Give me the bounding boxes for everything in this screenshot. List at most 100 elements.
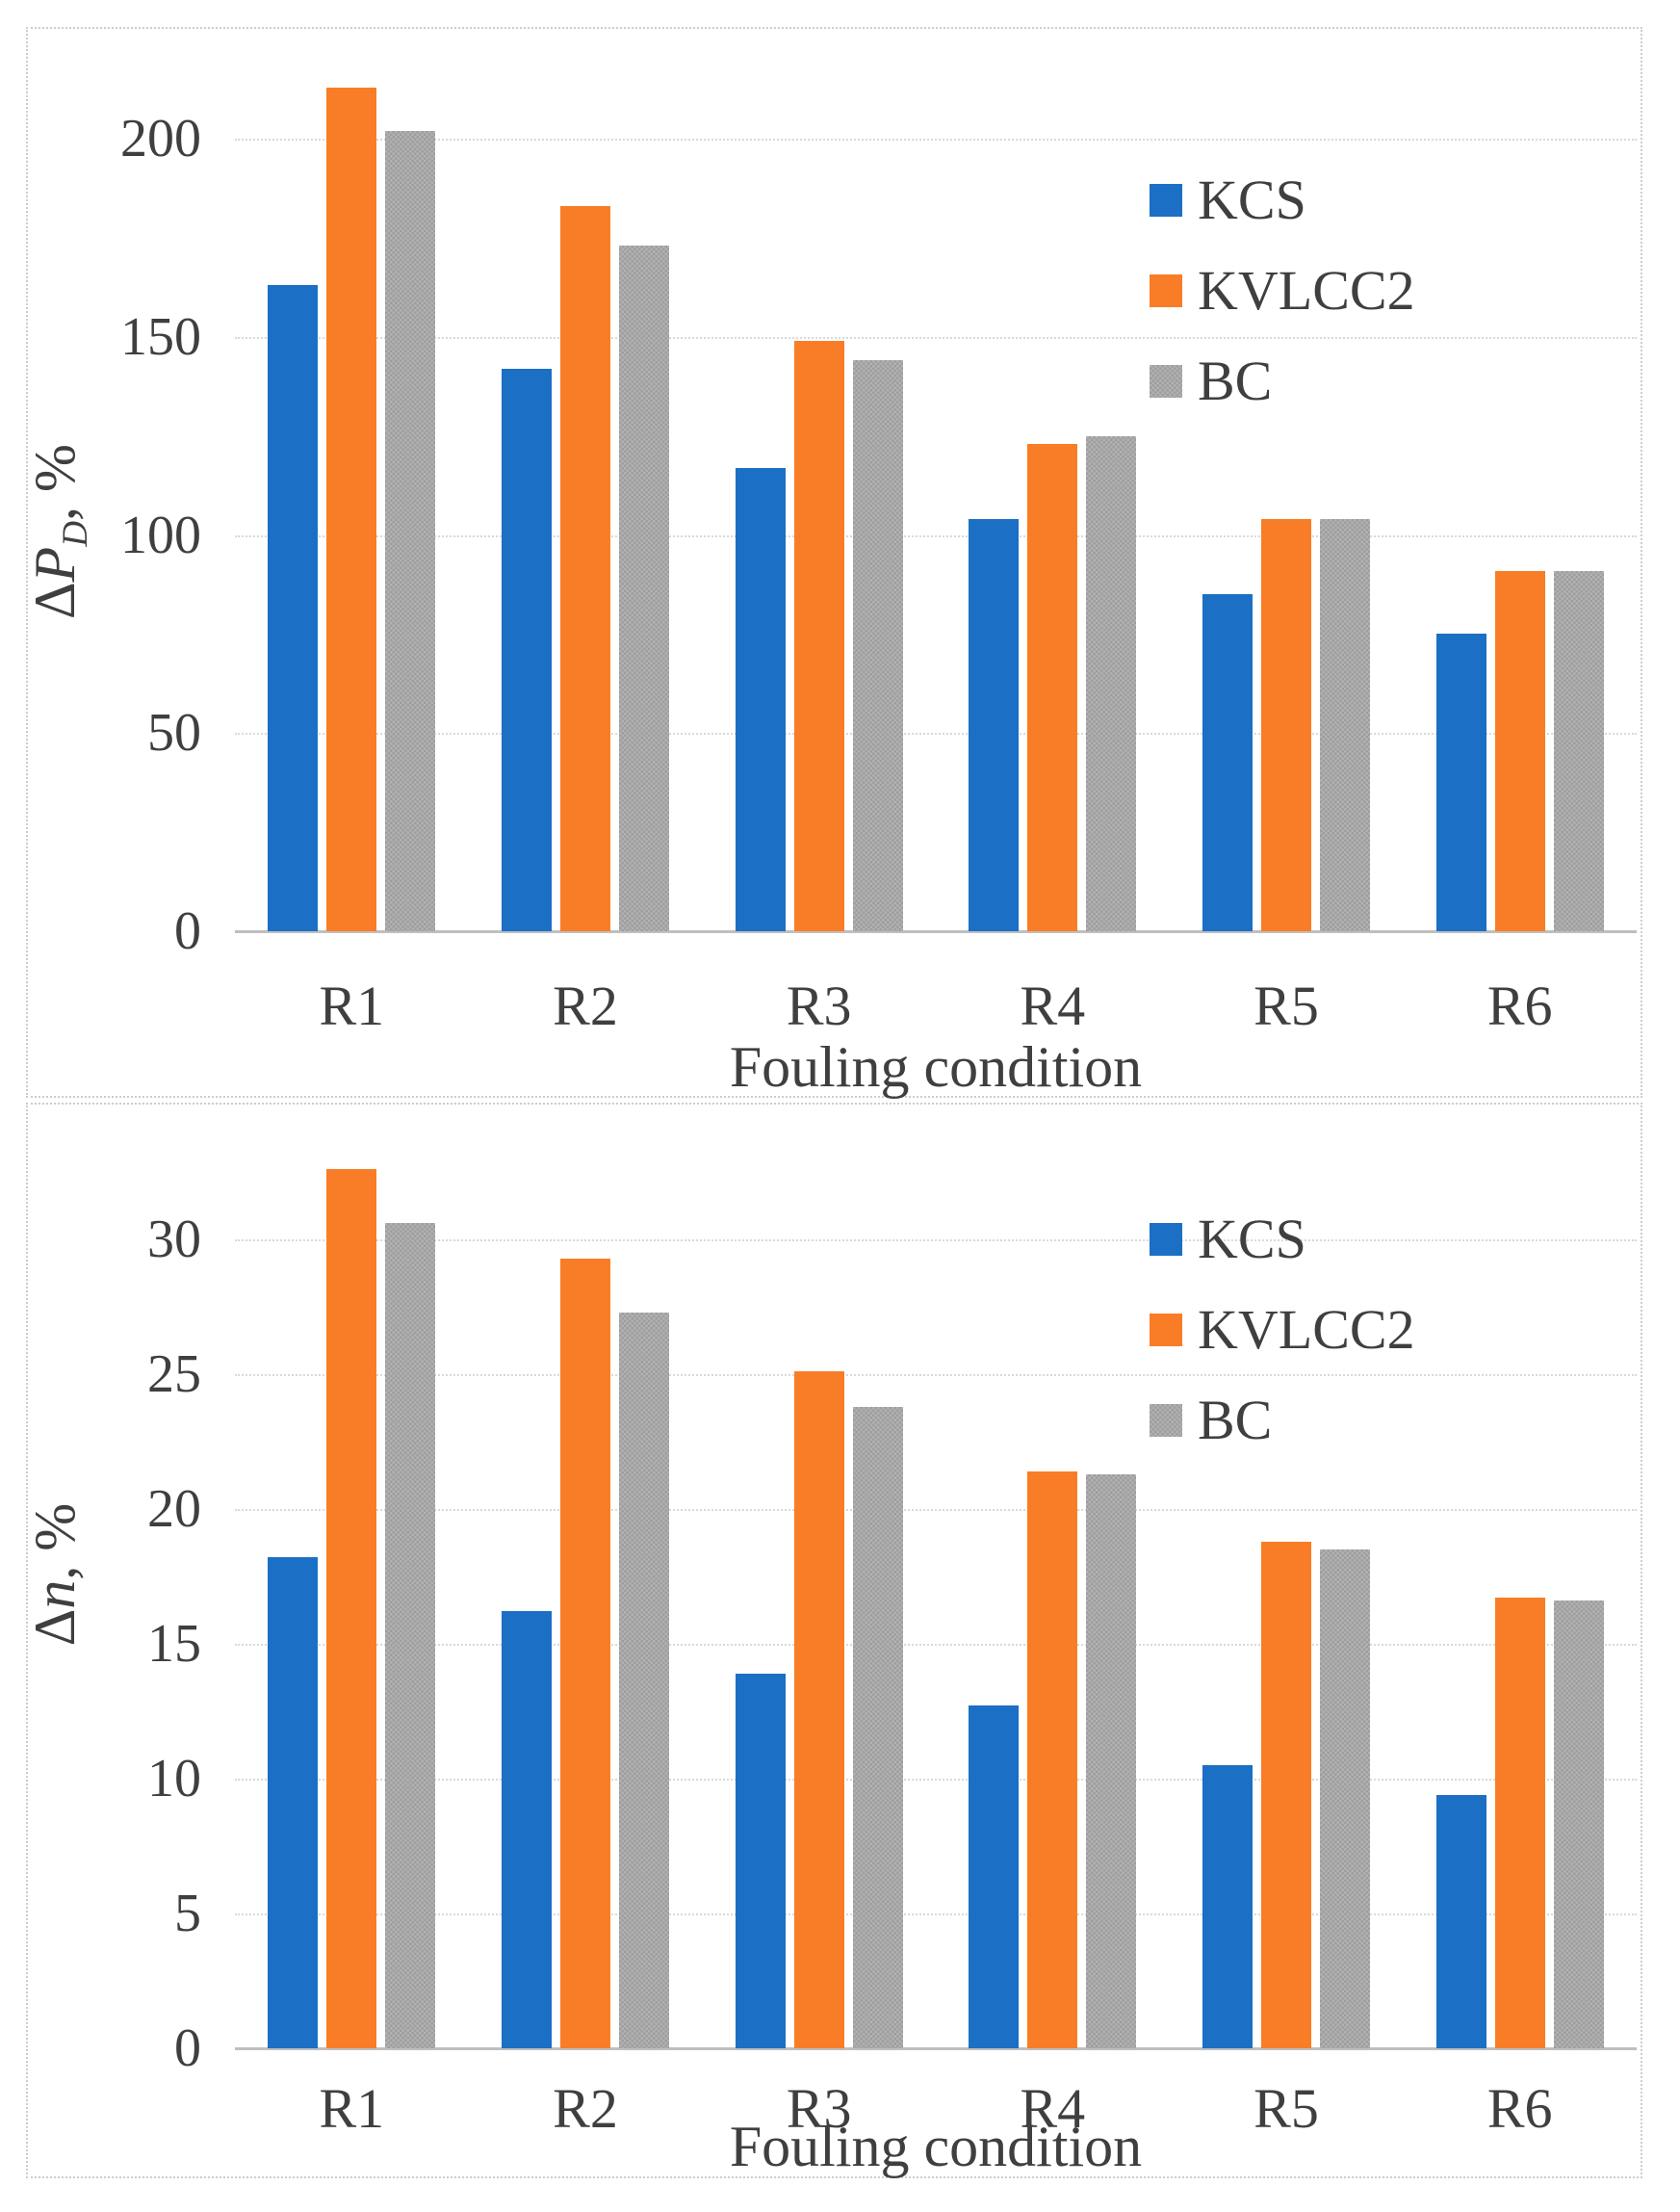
gridline	[235, 1779, 1637, 1781]
gridline	[235, 534, 1637, 537]
bar-bc-r6	[1553, 570, 1604, 931]
bar-kvlcc2-r1	[326, 1169, 377, 2048]
x-category-label: R5	[1254, 975, 1319, 1037]
x-category-label: R4	[1020, 2077, 1086, 2140]
bar-bc-r2	[619, 1312, 669, 2048]
bar-bc-r4	[1086, 1473, 1137, 2048]
bar-bc-r6	[1553, 1600, 1604, 2048]
plot-area: 0 5 10 15 20 25 30 R1 R2 R3 R4 R5 R6 Fouling conditio…	[23, 1105, 1641, 2178]
gridline	[235, 1374, 1637, 1376]
bar-kcs-r1	[268, 1557, 319, 2048]
bar-kcs-r1	[268, 285, 319, 931]
bar-kcs-r4	[969, 1705, 1020, 2048]
bar-kvlcc2-r5	[1261, 1541, 1311, 2048]
bar-kvlcc2-r6	[1494, 1598, 1545, 2048]
x-axis-title: Fouling condition	[729, 1035, 1143, 1099]
bar-bc-r5	[1320, 519, 1370, 931]
bar-kcs-r5	[1202, 594, 1253, 931]
bar-kcs-r4	[969, 519, 1020, 931]
bar-kvlcc2-r3	[793, 340, 844, 931]
legend-label: BC	[1198, 1389, 1273, 1451]
gridline	[235, 733, 1637, 736]
bar-kvlcc2-r4	[1027, 1470, 1078, 2048]
bar-kcs-r5	[1202, 1765, 1253, 2048]
x-category-label: R2	[553, 2077, 618, 2140]
x-category-label: R1	[319, 2077, 385, 2140]
x-axis-line	[235, 930, 1637, 933]
y-tick-label: 200	[120, 109, 201, 169]
legend: KCS KVLCC2 BC	[1150, 1210, 1415, 1482]
bar-bc-r4	[1086, 435, 1137, 931]
x-category-label: R2	[553, 975, 618, 1037]
gridline	[235, 139, 1637, 141]
gridline	[235, 1239, 1637, 1241]
x-category-label: R6	[1486, 2077, 1553, 2140]
y-axis-variable: P	[23, 546, 87, 583]
gridline	[235, 336, 1637, 339]
legend-label: KCS	[1198, 169, 1306, 231]
gridline	[235, 1913, 1637, 1915]
y-tick-label: 15	[147, 1614, 201, 1674]
bar-kvlcc2-r4	[1027, 443, 1078, 931]
bar-kvlcc2-r1	[326, 87, 377, 931]
bar-kvlcc2-r2	[560, 1258, 610, 2048]
bar-kcs-r3	[735, 1673, 786, 2048]
chart-panel-top: 0 50 100 150 200 R1 R2 R3 R4 R5 R6 Fouling conditio…	[23, 27, 1642, 1099]
legend-label: KVLCC2	[1198, 259, 1415, 322]
y-tick-label: 50	[147, 703, 201, 764]
gridline	[235, 1644, 1637, 1646]
y-axis-subscript-wrap: D	[56, 521, 95, 547]
y-tick-label: 20	[147, 1479, 201, 1539]
y-tick-label: 5	[174, 1884, 201, 1943]
bar-kvlcc2-r6	[1494, 570, 1545, 931]
x-category-label: R4	[1020, 975, 1086, 1037]
y-tick-label: 100	[120, 505, 201, 565]
gridline	[235, 1509, 1637, 1511]
bar-kcs-r2	[502, 1611, 552, 2048]
legend-swatch-bc	[1150, 365, 1182, 398]
bar-kcs-r3	[735, 467, 786, 931]
bar-bc-r2	[619, 246, 669, 931]
legend-swatch-kvlcc2	[1150, 1314, 1182, 1346]
legend-label: KCS	[1198, 1208, 1306, 1270]
legend-item-bc: BC	[1150, 1392, 1415, 1449]
x-axis-line	[235, 2047, 1637, 2050]
bar-bc-r1	[385, 1223, 436, 2048]
legend-label: KVLCC2	[1198, 1298, 1415, 1361]
y-tick-label: 0	[174, 901, 201, 961]
legend-swatch-kvlcc2	[1150, 274, 1182, 307]
legend-item-kvlcc2: KVLCC2	[1150, 1301, 1415, 1359]
bar-kcs-r6	[1435, 634, 1486, 931]
bar-bc-r3	[852, 360, 903, 931]
bar-kvlcc2-r2	[560, 205, 610, 931]
x-category-label: R5	[1254, 2077, 1319, 2140]
bar-kvlcc2-r3	[793, 1371, 844, 2048]
y-axis-variable: n	[23, 1579, 87, 1609]
bar-kcs-r2	[502, 368, 552, 931]
y-tick-label: 10	[147, 1749, 201, 1809]
bar-kvlcc2-r5	[1261, 519, 1311, 931]
y-tick-label: 150	[120, 306, 201, 367]
legend-item-kvlcc2: KVLCC2	[1150, 262, 1415, 320]
legend-item-kcs: KCS	[1150, 1210, 1415, 1268]
legend: KCS KVLCC2 BC	[1150, 171, 1415, 443]
x-category-label: R3	[786, 2077, 852, 2140]
legend-swatch-kcs	[1150, 1223, 1182, 1256]
y-axis-title: ΔPD, %	[23, 443, 95, 620]
chart-panel-bottom: 0 5 10 15 20 25 30 R1 R2 R3 R4 R5 R6 Fouling conditio…	[23, 1103, 1642, 2178]
x-category-label: R6	[1486, 975, 1553, 1037]
x-category-label: R1	[319, 975, 385, 1037]
plot-area: 0 50 100 150 200 R1 R2 R3 R4 R5 R6 Fouling conditio…	[23, 29, 1641, 1099]
y-tick-label: 0	[174, 2018, 201, 2078]
bar-kcs-r6	[1435, 1794, 1486, 2048]
y-axis-title: Δn, %	[23, 1502, 87, 1647]
bar-bc-r1	[385, 130, 436, 931]
legend-swatch-bc	[1150, 1404, 1182, 1437]
y-tick-label: 30	[147, 1210, 201, 1269]
x-axis-title: Fouling condition	[729, 2115, 1143, 2178]
y-axis-subscript: D	[56, 520, 95, 547]
legend-item-bc: BC	[1150, 352, 1415, 410]
legend-label: BC	[1198, 350, 1273, 412]
legend-item-kcs: KCS	[1150, 171, 1415, 229]
